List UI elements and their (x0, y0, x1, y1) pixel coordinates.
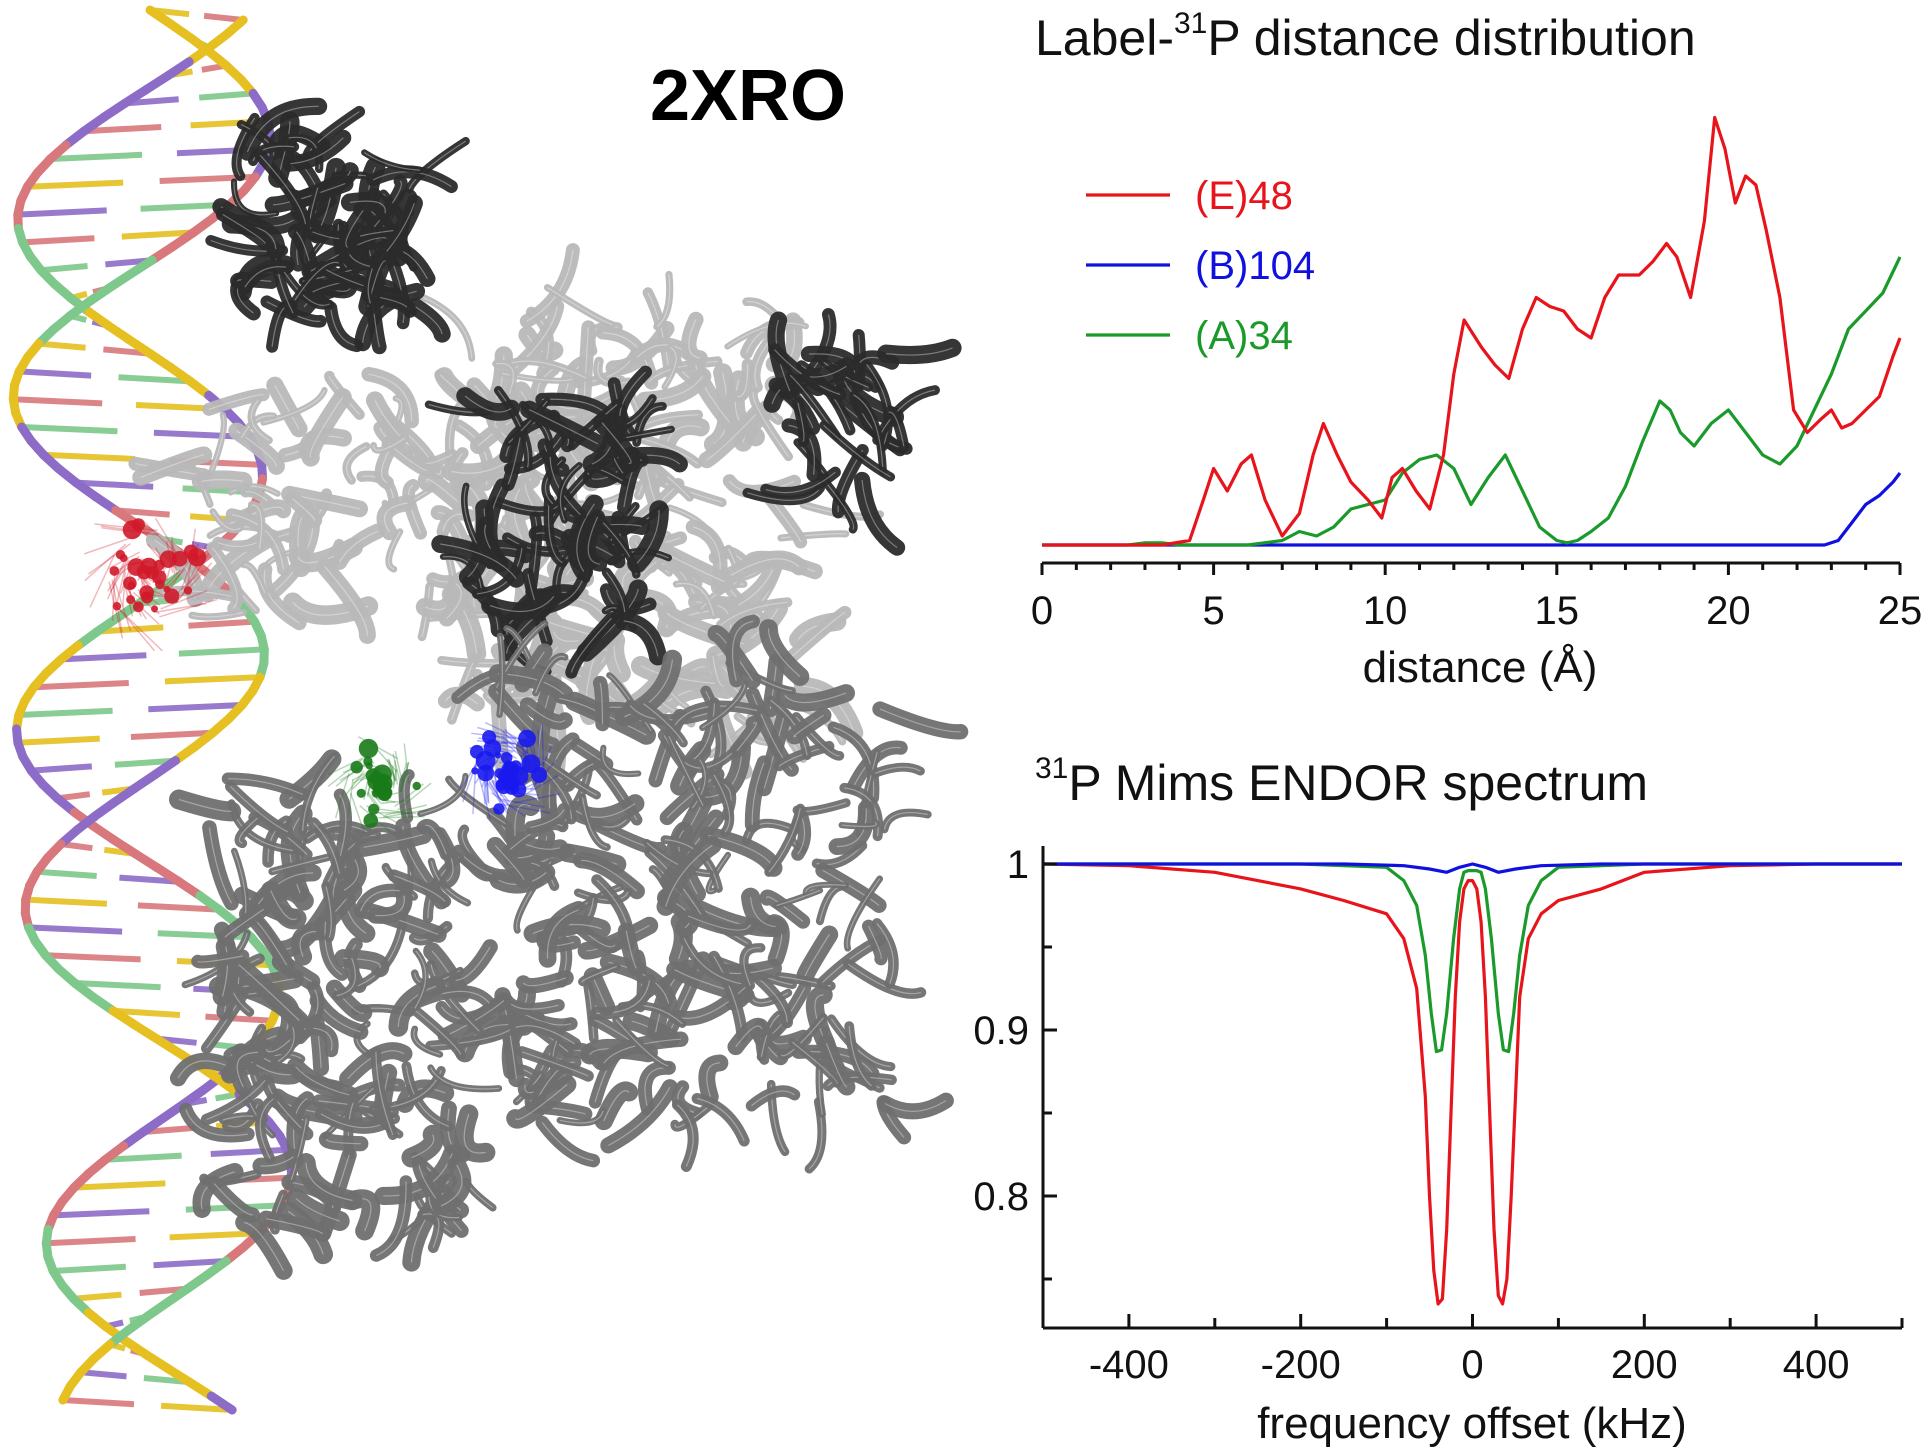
distance-chart-title: Label-31P distance distribution (1035, 7, 1696, 66)
y-tick-label: 0.9 (973, 1009, 1029, 1053)
endor-chart-x-axis-label: frequency offset (kHz) (1257, 1399, 1687, 1448)
endor-chart-series (1042, 862, 1902, 1306)
y-tick-label: 0.8 (973, 1175, 1029, 1219)
protein-domain-mid (169, 749, 472, 1030)
x-tick-label: -200 (1261, 1343, 1341, 1387)
x-tick-label: 0 (1031, 589, 1053, 633)
legend-label: (A)34 (1195, 314, 1293, 358)
x-tick-label: 15 (1535, 589, 1580, 633)
x-tick-label: 25 (1878, 589, 1923, 633)
distance-chart-x-axis: 0 5 10 15 20 25 (1031, 561, 1923, 633)
series-line-B104 (1043, 862, 1902, 874)
spin-label-A34-cloud (327, 736, 432, 834)
series-line-B104 (1042, 472, 1902, 547)
protein-domain-left-light (128, 366, 543, 644)
endor-chart-title: 31P Mims ENDOR spectrum (1035, 752, 1648, 811)
protein-domain-lower (425, 614, 969, 1174)
x-tick-label: 0 (1461, 1343, 1483, 1387)
series-line-A34 (1042, 256, 1902, 547)
spin-label-B104-cloud (459, 721, 560, 820)
legend-entry: (A)34 (1086, 314, 1293, 358)
legend-entry: (E)48 (1086, 174, 1293, 218)
endor-spectrum-chart: 31P Mims ENDOR spectrum -400 -200 0 200 400 0… (973, 752, 1904, 1448)
protein-domain-center-dark (424, 365, 688, 679)
distance-chart-legend: (E)48 (B)104 (A)34 (1086, 174, 1315, 358)
spin-label-E48-cloud (83, 517, 218, 652)
x-tick-label: 10 (1363, 589, 1408, 633)
legend-label: (B)104 (1195, 244, 1315, 288)
series-line-A34 (1043, 862, 1902, 1054)
x-tick-label: 20 (1706, 589, 1751, 633)
protein-dna-structure-image (8, 5, 969, 1415)
series-line-E48 (1042, 115, 1902, 547)
series-line-E48 (1042, 862, 1902, 1306)
y-tick-label: 1 (1007, 843, 1029, 887)
endor-chart-axes: -400 -200 0 200 400 0.8 0.9 1 (973, 843, 1904, 1387)
protein-domain-top-dark (205, 97, 470, 355)
legend-label: (E)48 (1195, 174, 1293, 218)
legend-entry: (B)104 (1086, 244, 1315, 288)
distance-chart-x-axis-label: distance (Å) (1363, 643, 1598, 692)
dna-base-pairs (13, 7, 292, 1413)
protein-loop-right (742, 308, 962, 556)
x-tick-label: 5 (1202, 589, 1224, 633)
x-tick-label: -400 (1089, 1343, 1169, 1387)
x-tick-label: 400 (1783, 1343, 1850, 1387)
distance-distribution-chart: Label-31P distance distribution (E)48 (B)… (1031, 7, 1922, 692)
pdb-code-label: 2XRO (650, 56, 846, 136)
distance-chart-series (1042, 115, 1902, 547)
x-tick-label: 200 (1611, 1343, 1678, 1387)
